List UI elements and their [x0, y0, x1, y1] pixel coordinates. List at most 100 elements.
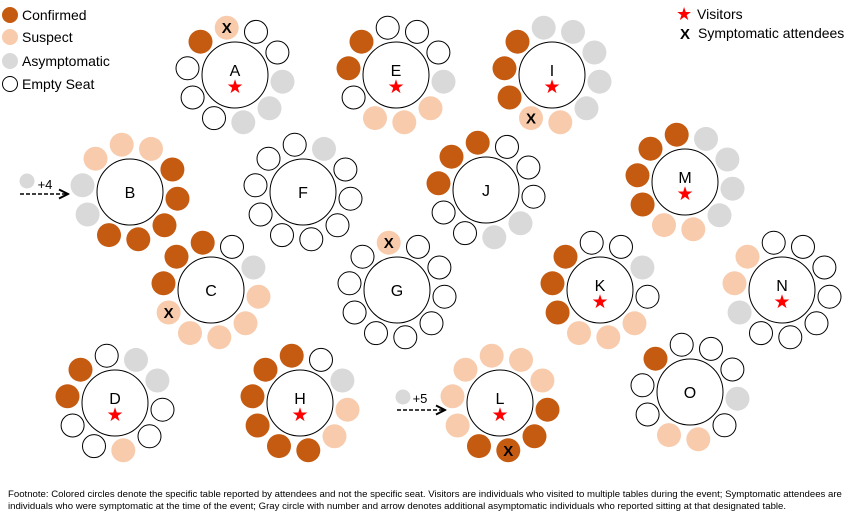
seat-empty: [720, 357, 745, 382]
table-k: K★: [540, 230, 660, 350]
table-circle: [201, 41, 269, 109]
visitor-star-icon: ★: [773, 292, 790, 313]
legend-empty-label: Empty Seat: [22, 76, 94, 92]
extra-asymptomatic-b: +4: [19, 173, 69, 195]
symptomatic-x-mark: X: [222, 20, 232, 37]
table-c: XC: [151, 230, 271, 350]
table-b: B: [70, 132, 190, 252]
table-n: N★: [722, 230, 842, 350]
seat-confirmed: [245, 413, 270, 438]
table-f: F: [243, 132, 363, 252]
symptomatic-x-mark: X: [526, 111, 536, 128]
seat-suspect: [530, 368, 555, 393]
seat-empty: [817, 284, 842, 309]
legend-asymptomatic-label: Asymptomatic: [22, 53, 110, 69]
seat-confirmed: [151, 271, 176, 296]
seat-empty: [426, 40, 451, 65]
seat-asymptomatic: [241, 255, 266, 280]
seat-suspect: [681, 217, 706, 242]
seat-confirmed: [152, 213, 177, 238]
seat-asymptomatic: [707, 203, 732, 228]
seat-empty: [202, 106, 226, 131]
table-circle: [177, 256, 245, 324]
visitor-star-icon: ★: [106, 405, 123, 426]
symptomatic-x-mark: X: [164, 305, 174, 322]
seat-suspect: [363, 106, 387, 131]
seat-empty: [427, 255, 452, 280]
legend-symptomatic-label: Symptomatic attendees: [698, 25, 844, 41]
seat-empty: [778, 325, 803, 350]
seat-suspect: [109, 132, 134, 157]
seat-confirmed: [664, 122, 689, 147]
seat-empty: [699, 336, 723, 361]
table-label: E: [391, 63, 402, 80]
symptomatic-x-mark: X: [384, 235, 394, 252]
seat-empty: [393, 325, 418, 350]
seat-suspect: [509, 347, 533, 372]
seat-asymptomatic: [482, 225, 507, 250]
seat-suspect: [479, 343, 504, 368]
seat-empty: [270, 223, 294, 248]
seat-suspect: [214, 15, 239, 40]
seat-empty: [406, 234, 430, 259]
table-circle: [656, 358, 724, 426]
visitor-star-icon: ★: [491, 405, 508, 426]
seat-empty: [94, 343, 119, 368]
legend-empty-swatch: [2, 76, 18, 92]
table-h: H★: [240, 343, 360, 463]
extra-asymptomatic-markers: +4 +5: [19, 173, 446, 411]
seat-empty: [453, 221, 477, 246]
seat-confirmed: [492, 56, 517, 81]
seat-asymptomatic: [725, 386, 750, 411]
seat-confirmed: [540, 271, 565, 296]
seat-confirmed: [240, 384, 265, 409]
table-circle: [362, 41, 430, 109]
table-label: L: [496, 391, 505, 408]
legend-confirmed-swatch: [2, 7, 18, 23]
seat-empty: [256, 146, 281, 171]
seat-empty: [749, 321, 773, 346]
seat-suspect: [418, 96, 443, 121]
seat-empty: [60, 413, 85, 438]
seat-confirmed: [267, 434, 291, 459]
visitor-star-icon: ★: [676, 184, 693, 205]
seat-confirmed: [253, 357, 278, 382]
table-circle: [452, 156, 520, 224]
seat-empty: [516, 155, 541, 180]
table-label: D: [109, 391, 121, 408]
seat-confirmed: [465, 130, 490, 155]
seat-empty: [333, 157, 358, 182]
table-j: J: [426, 130, 546, 250]
seat-empty: [635, 402, 660, 427]
seat-confirmed: [336, 56, 361, 81]
seat-suspect: [207, 325, 232, 350]
extra-asymptomatic-dot: [19, 173, 35, 189]
seat-empty: [248, 202, 273, 227]
footnote: Footnote: Colored circles denote the spe…: [8, 489, 842, 512]
seat-suspect: [111, 438, 136, 463]
seat-empty: [244, 19, 268, 44]
table-e: E★: [336, 15, 456, 135]
seat-suspect: [686, 427, 711, 452]
seat-confirmed: [625, 163, 650, 188]
seat-asymptomatic: [727, 300, 752, 325]
seat-confirmed: [349, 29, 374, 54]
seat-suspect: [335, 397, 360, 422]
seat-asymptomatic: [312, 136, 336, 161]
table-g: XG: [337, 230, 457, 350]
extra-count-label: +5: [413, 391, 428, 406]
seat-suspect: [376, 230, 401, 255]
extra-count-label: +4: [38, 177, 53, 192]
table-m: M★: [625, 122, 745, 242]
visitor-star-icon: ★: [226, 77, 243, 98]
table-circle: [96, 158, 164, 226]
seat-asymptomatic: [574, 96, 599, 121]
seat-confirmed: [630, 192, 655, 217]
seat-suspect: [735, 244, 760, 269]
legend-suspect-label: Suspect: [22, 29, 73, 45]
seat-empty: [609, 234, 633, 259]
seat-asymptomatic: [330, 368, 355, 393]
symptomatic-x-mark: X: [503, 443, 513, 460]
seat-confirmed: [97, 223, 121, 248]
seat-suspect: [622, 311, 647, 336]
